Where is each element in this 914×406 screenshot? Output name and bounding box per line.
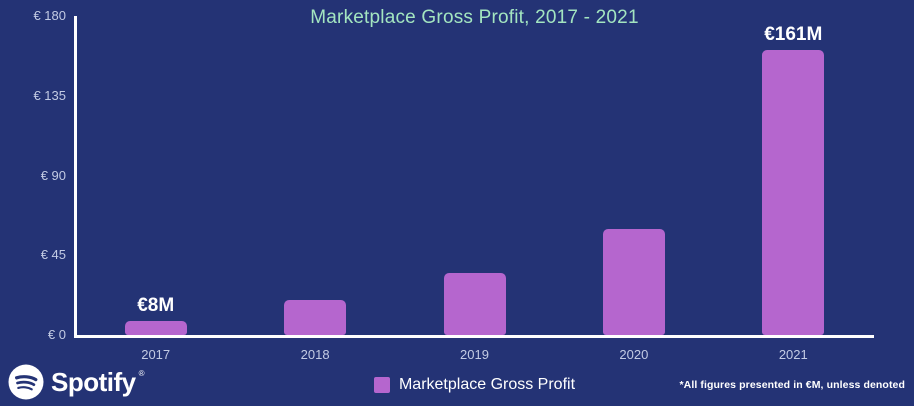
y-axis-line (74, 16, 77, 338)
bar-value-label: €161M (764, 24, 823, 45)
x-axis-line (74, 335, 874, 338)
registered-mark: ® (138, 368, 145, 378)
bar-2020 (602, 229, 665, 335)
y-tick-label: € 180 (33, 8, 66, 23)
x-tick-label: 2017 (141, 347, 171, 362)
x-tick-label: 2019 (460, 347, 489, 362)
chart-title: Marketplace Gross Profit, 2017 - 2021 (310, 7, 639, 28)
x-tick-label: 2018 (300, 347, 330, 362)
spotify-wordmark: Spotify (51, 366, 136, 397)
bar-value-label: €8M (137, 295, 175, 316)
spotify-icon (8, 364, 44, 400)
legend-label: Marketplace Gross Profit (398, 376, 576, 393)
bar-2018 (284, 300, 347, 335)
x-tick-label: 2021 (778, 347, 808, 362)
y-tick-label: € 0 (47, 327, 66, 342)
legend-swatch (373, 377, 390, 393)
bar-2017 (124, 321, 187, 335)
footnote: *All figures presented in €M, unless den… (679, 379, 905, 391)
y-tick-label: € 135 (33, 87, 66, 103)
spotify-logo: Spotify ® (8, 364, 149, 400)
y-tick-label: € 45 (40, 247, 66, 263)
bar-2021 (762, 50, 825, 335)
legend: Marketplace Gross Profit (76, 376, 873, 394)
y-tick-label: € 90 (40, 167, 66, 183)
bar-2019 (443, 273, 506, 335)
x-tick-label: 2020 (619, 347, 649, 362)
